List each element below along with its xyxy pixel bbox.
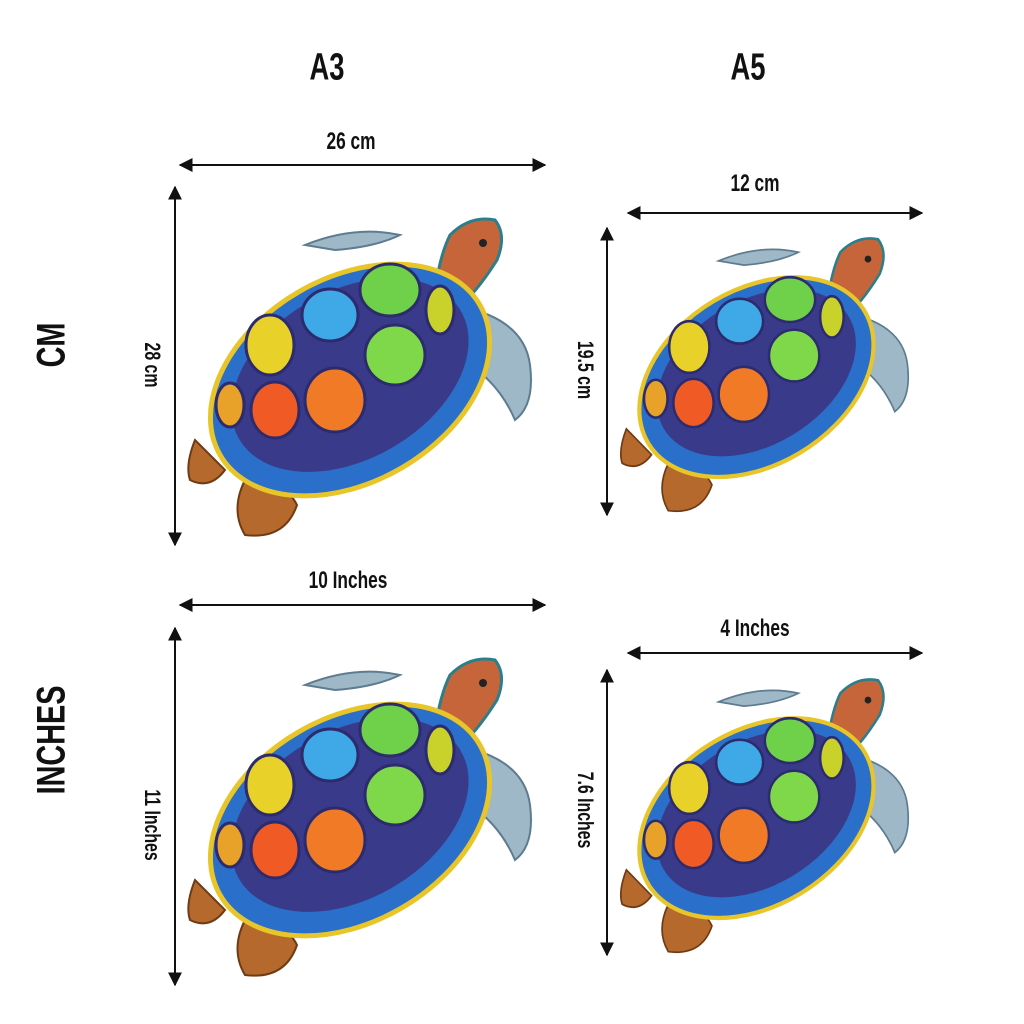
turtle-image-cm-a3	[185, 215, 545, 540]
cm-a3-height-label: 28 cm	[140, 342, 165, 388]
cm-a3-width-label: 26 cm	[326, 128, 376, 155]
turtle-image-in-a5	[618, 676, 920, 956]
in-a5-height-label: 7.6 Inches	[573, 771, 598, 849]
turtle-image-in-a3	[185, 655, 545, 980]
in-a5-width-label: 4 Inches	[720, 615, 790, 642]
cm-a5-width-label: 12 cm	[730, 170, 780, 197]
column-label-a3: A3	[309, 46, 345, 89]
in-a3-height-label: 11 Inches	[140, 789, 165, 861]
column-label-a5: A5	[730, 46, 766, 89]
turtle-image-cm-a5	[618, 235, 920, 515]
cm-a5-height-label: 19.5 cm	[573, 340, 598, 400]
in-a3-width-label: 10 Inches	[308, 567, 388, 594]
